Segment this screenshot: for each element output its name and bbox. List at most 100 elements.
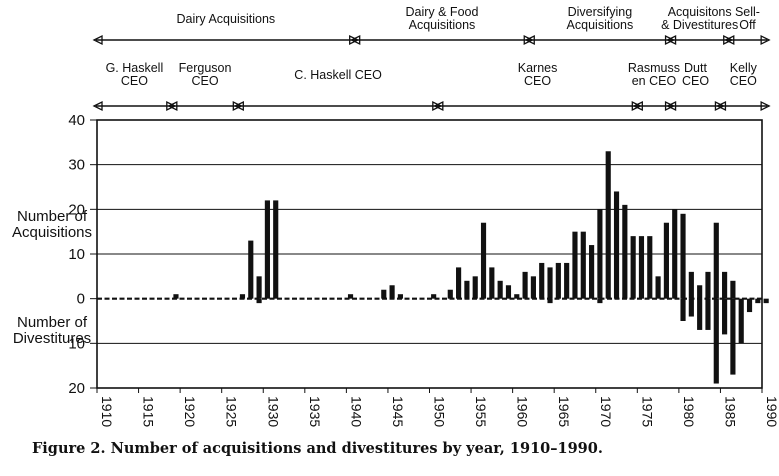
- acquisition-bar: [447, 289, 453, 299]
- acquisition-bar: [638, 236, 645, 299]
- acquisition-bar: [489, 267, 495, 299]
- acquisition-bar: [397, 294, 403, 299]
- ceo-label: G. Haskell CEO: [106, 61, 164, 88]
- x-tick-label: 1955: [473, 396, 489, 427]
- divestiture-bar: [746, 298, 753, 313]
- acquisition-bar: [655, 276, 661, 299]
- arrowhead-left: [167, 100, 178, 112]
- divestiture-bar: [730, 298, 736, 375]
- acquisition-bar: [547, 267, 553, 299]
- y-tick-label: 20: [68, 201, 85, 218]
- x-tick-label: 1930: [265, 396, 281, 427]
- arrowhead-right: [760, 34, 771, 46]
- ceo-label: Dutt CEO: [682, 61, 709, 88]
- y-axis-label-divestitures: Number of Divestitures: [13, 314, 91, 347]
- x-tick-label: 1960: [515, 396, 531, 427]
- acquisition-bar: [173, 294, 179, 299]
- acquisition-bar: [572, 231, 578, 299]
- y-tick-label: 30: [68, 157, 85, 174]
- acquisition-bar: [530, 276, 536, 299]
- acquisition-bar: [480, 222, 487, 299]
- ceo: [715, 100, 771, 112]
- x-tick-label: 1985: [722, 396, 738, 427]
- arrowhead-left: [632, 100, 643, 112]
- era: [524, 34, 676, 46]
- x-tick-label: 1910: [99, 396, 115, 427]
- acquisition-bar: [239, 294, 246, 299]
- arrowhead-left: [724, 34, 735, 46]
- ceo: [233, 100, 443, 112]
- era-label: Acquisitons & Divestitures: [661, 5, 738, 32]
- arrowhead-left: [233, 100, 244, 112]
- ceo-label: Karnes CEO: [518, 61, 558, 88]
- era-band: [92, 34, 771, 46]
- y-tick-label: 0: [77, 291, 85, 308]
- arrowhead-right: [631, 100, 642, 112]
- x-tick-label: 1935: [307, 396, 323, 427]
- divestiture-bar: [597, 298, 603, 304]
- era: [92, 34, 360, 46]
- arrowhead-left: [666, 34, 677, 46]
- arrowhead-right: [664, 100, 676, 112]
- acquisition-bar: [730, 280, 736, 299]
- acquisition-bar: [497, 280, 503, 299]
- acquisition-bar: [273, 200, 279, 299]
- acquisition-bar: [622, 204, 628, 299]
- arrowhead-right: [432, 100, 443, 112]
- acquisition-bar: [381, 289, 387, 299]
- era-label: Diversifying Acquisitions: [567, 5, 634, 32]
- acquisition-bar: [680, 213, 686, 299]
- acquisition-bar: [672, 209, 678, 299]
- x-tick-label: 1945: [390, 396, 406, 427]
- acquisition-bar: [647, 236, 653, 299]
- arrowhead-left: [715, 100, 727, 112]
- x-tick-label: 1940: [348, 396, 364, 427]
- acquisition-bar: [347, 294, 354, 299]
- divestiture-bar: [713, 298, 719, 384]
- acquisition-bar: [505, 285, 512, 299]
- ceo: [632, 100, 676, 112]
- ceo-band: [92, 100, 771, 112]
- acquisition-bar: [722, 271, 728, 299]
- x-tick-label: 1980: [681, 396, 697, 427]
- ceo: [92, 100, 177, 112]
- acquisition-bar: [256, 276, 262, 299]
- era: [666, 34, 734, 46]
- divestiture-bar: [697, 298, 703, 330]
- acquisition-bar: [264, 200, 270, 299]
- acquisition-bar: [472, 276, 478, 299]
- arrowhead-right: [664, 34, 676, 46]
- divestiture-bar: [688, 298, 694, 317]
- arrowhead-right: [523, 34, 534, 46]
- acquisition-bar: [597, 209, 603, 299]
- arrowhead-left: [666, 100, 677, 112]
- ceo-label: Kelly CEO: [730, 61, 758, 88]
- y-tick-label: 40: [68, 112, 85, 129]
- ceo: [433, 100, 642, 112]
- acquisition-bar: [613, 191, 620, 299]
- arrowhead-right: [349, 34, 360, 46]
- arrowhead-right: [760, 100, 771, 112]
- era-label: Sell-Off: [735, 5, 760, 32]
- divestiture-bar: [256, 298, 262, 304]
- acquisition-bar: [514, 294, 520, 299]
- arrowhead-right: [723, 34, 734, 46]
- arrowhead-right: [232, 100, 243, 112]
- ceo-label: C. Haskell CEO: [294, 68, 382, 82]
- x-tick-label: 1970: [598, 396, 614, 427]
- divestiture-bars: [256, 298, 769, 384]
- acquisition-bar: [431, 294, 437, 299]
- x-tick-label: 1925: [224, 396, 240, 427]
- divestiture-bar: [738, 298, 744, 344]
- divestiture-bar: [755, 298, 761, 304]
- acquisition-bar: [389, 285, 395, 299]
- ceo: [167, 100, 243, 112]
- acquisition-bar: [697, 285, 703, 299]
- x-tick-label: 1965: [556, 396, 572, 427]
- acquisition-bar: [456, 267, 462, 299]
- x-tick-label: 1975: [639, 396, 655, 427]
- acquisition-bar: [555, 262, 561, 299]
- x-tick-label: 1950: [432, 396, 448, 427]
- era-label: Dairy Acquisitions: [177, 12, 276, 26]
- y-axis-label-acquisitions: Number of Acquisitions: [12, 208, 92, 241]
